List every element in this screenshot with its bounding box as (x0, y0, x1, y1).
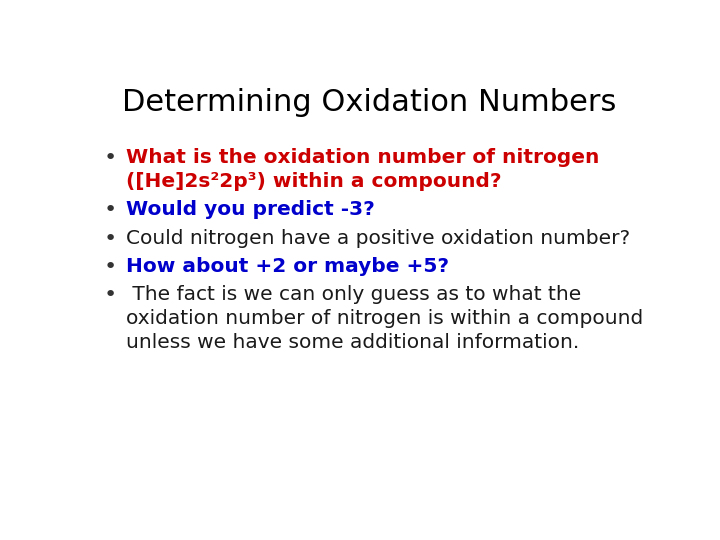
Text: •: • (104, 257, 117, 277)
Text: •: • (104, 200, 117, 220)
Text: oxidation number of nitrogen is within a compound: oxidation number of nitrogen is within a… (126, 309, 644, 328)
Text: •: • (104, 148, 117, 168)
Text: Would you predict -3?: Would you predict -3? (126, 200, 375, 219)
Text: How about +2 or maybe +5?: How about +2 or maybe +5? (126, 257, 449, 276)
Text: •: • (104, 228, 117, 248)
Text: •: • (104, 285, 117, 305)
Text: What is the oxidation number of nitrogen: What is the oxidation number of nitrogen (126, 148, 600, 167)
Text: Determining Oxidation Numbers: Determining Oxidation Numbers (122, 87, 616, 117)
Text: The fact is we can only guess as to what the: The fact is we can only guess as to what… (126, 285, 582, 304)
Text: Could nitrogen have a positive oxidation number?: Could nitrogen have a positive oxidation… (126, 228, 631, 248)
Text: ([He]2s²2p³) within a compound?: ([He]2s²2p³) within a compound? (126, 172, 502, 191)
Text: unless we have some additional information.: unless we have some additional informati… (126, 333, 580, 353)
